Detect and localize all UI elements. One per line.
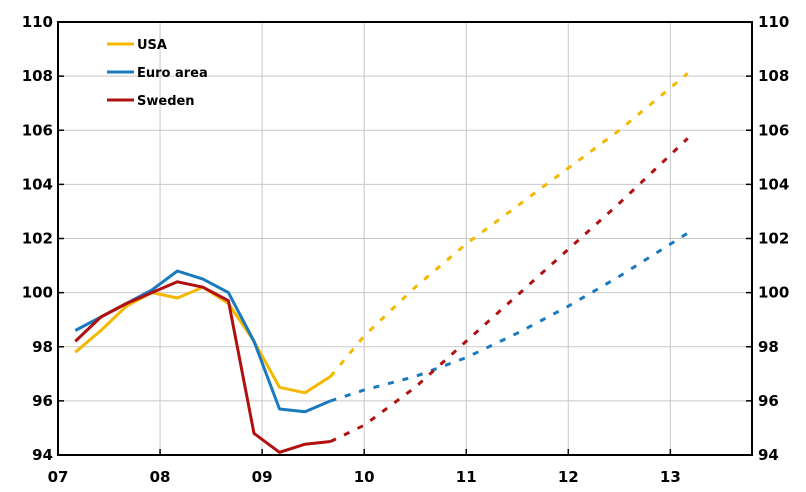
series-sweden-actual bbox=[74, 280, 331, 454]
y-tick-left-label-0: 94 bbox=[32, 446, 53, 464]
legend-label-usa: USA bbox=[137, 38, 167, 53]
y-tick-left-label-4: 102 bbox=[22, 230, 53, 248]
series-usa-actual bbox=[74, 285, 332, 395]
y-tick-left-label-8: 110 bbox=[22, 13, 53, 31]
y-axis-right: 94 96 98 100 102 104 106 108 110 bbox=[746, 13, 789, 464]
y-tick-right-label-7: 108 bbox=[758, 67, 789, 85]
x-tick-label-4: 11 bbox=[456, 468, 477, 486]
y-tick-right-label-8: 110 bbox=[758, 13, 789, 31]
y-tick-right-label-4: 102 bbox=[758, 230, 789, 248]
gridlines bbox=[58, 22, 752, 455]
legend: USA Euro area Sweden bbox=[107, 38, 208, 109]
y-tick-left-label-1: 96 bbox=[32, 392, 53, 410]
x-tick-label-6: 13 bbox=[660, 468, 681, 486]
y-tick-left-label-6: 106 bbox=[22, 121, 53, 139]
x-tick-label-2: 09 bbox=[252, 468, 273, 486]
y-tick-left-label-5: 104 bbox=[22, 175, 53, 193]
series-lines bbox=[74, 72, 689, 454]
y-tick-right-label-6: 106 bbox=[758, 121, 789, 139]
y-tick-right-label-3: 100 bbox=[758, 284, 789, 302]
y-tick-left-label-2: 98 bbox=[32, 338, 53, 356]
legend-label-sweden: Sweden bbox=[137, 94, 195, 109]
x-tick-label-3: 10 bbox=[354, 468, 375, 486]
legend-label-euro-area: Euro area bbox=[137, 66, 208, 81]
series-sweden-forecast bbox=[329, 137, 689, 443]
x-tick-label-5: 12 bbox=[558, 468, 579, 486]
y-tick-left-label-7: 108 bbox=[22, 67, 53, 85]
y-tick-right-label-0: 94 bbox=[758, 446, 779, 464]
y-axis-left: 94 96 98 100 102 104 106 108 110 bbox=[22, 13, 64, 464]
y-tick-right-label-1: 96 bbox=[758, 392, 779, 410]
y-tick-right-label-5: 104 bbox=[758, 175, 789, 193]
y-tick-right-label-2: 98 bbox=[758, 338, 779, 356]
x-axis: 07 08 09 10 11 12 13 bbox=[48, 449, 681, 486]
x-tick-label-0: 07 bbox=[48, 468, 69, 486]
series-euro-area-forecast bbox=[330, 231, 689, 403]
y-tick-left-label-3: 100 bbox=[22, 284, 53, 302]
series-usa-forecast bbox=[329, 72, 689, 378]
x-tick-label-1: 08 bbox=[150, 468, 171, 486]
